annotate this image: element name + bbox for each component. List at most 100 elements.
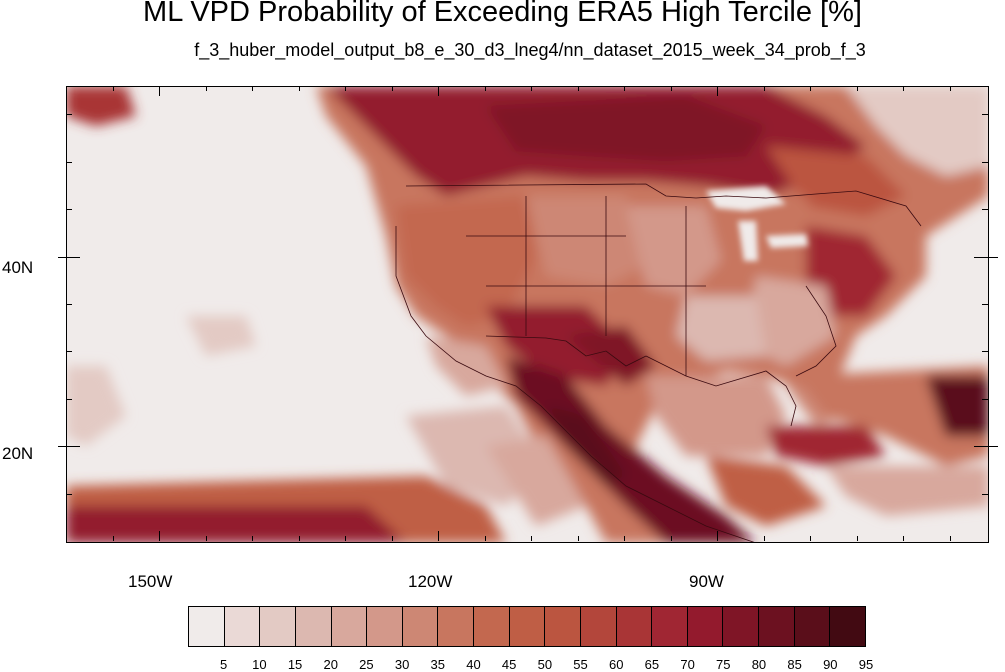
axis-tick <box>982 351 988 353</box>
probability-map <box>66 86 989 543</box>
colorbar-tick-label: 80 <box>751 657 767 672</box>
colorbar-swatch <box>794 607 831 646</box>
axis-tick <box>624 536 626 541</box>
colorbar-tick-label: 10 <box>252 657 267 672</box>
colorbar-tick-label: 55 <box>573 657 588 672</box>
colorbar-swatch <box>723 607 759 646</box>
axis-tick <box>577 86 579 91</box>
colorbar-tick-label: 70 <box>680 657 695 672</box>
axis-tick <box>112 536 114 541</box>
colorbar-swatch <box>616 607 653 646</box>
axis-tick <box>670 86 672 91</box>
borders <box>395 183 922 543</box>
axis-tick <box>391 536 393 541</box>
colorbar-swatch <box>545 607 581 646</box>
colorbar-swatch <box>687 607 724 646</box>
axis-tick <box>66 209 72 211</box>
map-subtitle: f_3_huber_model_output_b8_e_30_d3_lneg4/… <box>194 40 866 60</box>
axis-tick <box>763 536 765 541</box>
colorbar-swatch <box>652 607 688 646</box>
axis-tick <box>982 398 988 400</box>
axis-tick <box>66 114 72 116</box>
axis-tick <box>58 256 66 258</box>
axis-tick <box>982 209 988 211</box>
colorbar-tick-label: 75 <box>716 657 731 672</box>
axis-tick <box>345 86 347 91</box>
axis-tick <box>949 86 951 91</box>
colorbar-tick-label: 30 <box>394 657 410 672</box>
axis-tick <box>66 398 72 400</box>
axis-tick <box>438 531 440 541</box>
axis-tick <box>670 536 672 541</box>
colorbar-swatch <box>260 607 296 646</box>
lon-label-90w: 90W <box>689 572 724 591</box>
axis-tick <box>66 161 72 163</box>
colorbar-swatch <box>295 607 332 646</box>
colorbar-swatch <box>830 607 865 646</box>
axis-tick <box>66 446 80 448</box>
axis-tick <box>903 536 905 541</box>
colorbar-tick-label: 15 <box>287 657 303 672</box>
colorbar-swatch <box>402 607 439 646</box>
colorbar-tick-label: 65 <box>644 657 660 672</box>
axis-tick <box>624 86 626 91</box>
lon-label-120w: 120W <box>408 572 453 591</box>
axis-tick <box>810 536 812 541</box>
lat-label-20n: 20N <box>2 444 34 463</box>
axis-tick <box>982 161 988 163</box>
axis-tick <box>577 536 579 541</box>
axis-tick <box>949 536 951 541</box>
axis-tick <box>531 86 533 91</box>
axis-tick <box>717 531 719 541</box>
lat-label-40n: 40N <box>2 258 34 277</box>
axis-tick <box>66 493 72 495</box>
axis-tick <box>159 86 161 96</box>
axis-tick <box>484 86 486 91</box>
colorbar-swatch <box>580 607 617 646</box>
probability-field <box>66 86 989 543</box>
colorbar-swatch <box>509 607 546 646</box>
colorbar-tick-label: 90 <box>823 657 838 672</box>
axis-tick <box>252 536 254 541</box>
colorbar-swatch <box>367 607 403 646</box>
axis-tick <box>763 86 765 91</box>
axis-tick <box>484 536 486 541</box>
map-title: ML VPD Probability of Exceeding ERA5 Hig… <box>143 0 862 28</box>
colorbar-swatch <box>438 607 474 646</box>
axis-tick <box>717 86 719 96</box>
axis-tick <box>298 536 300 541</box>
colorbar-tick-label: 85 <box>787 657 802 672</box>
axis-tick <box>982 114 988 116</box>
axis-tick <box>856 86 858 91</box>
colorbar-swatch <box>224 607 261 646</box>
colorbar-tick-label: 25 <box>359 657 374 672</box>
colorbar-tick-label: 20 <box>323 657 338 672</box>
axis-tick <box>856 536 858 541</box>
axis-tick <box>205 86 207 91</box>
colorbar-tick-label: 50 <box>537 657 553 672</box>
axis-tick <box>298 86 300 91</box>
colorbar-tick-label: 5 <box>220 657 228 672</box>
colorbar-swatch <box>189 607 225 646</box>
axis-tick <box>112 86 114 91</box>
lakes <box>706 186 808 261</box>
axis-tick <box>438 86 440 96</box>
axis-tick <box>66 304 72 306</box>
colorbar-tick-label: 60 <box>608 657 624 672</box>
axis-tick <box>982 304 988 306</box>
colorbar-tick-label: 95 <box>858 657 874 672</box>
lon-label-150w: 150W <box>128 572 173 591</box>
axis-tick <box>66 351 72 353</box>
axis-tick <box>531 536 533 541</box>
axis-tick <box>252 86 254 91</box>
colorbar-tick-label: 35 <box>430 657 446 672</box>
axis-tick <box>988 256 998 258</box>
axis-tick <box>66 256 80 258</box>
colorbar-swatch <box>759 607 795 646</box>
axis-tick <box>974 256 988 258</box>
axis-tick <box>982 493 988 495</box>
axis-tick <box>988 446 998 448</box>
axis-tick <box>159 531 161 541</box>
axis-tick <box>345 536 347 541</box>
axis-tick <box>974 446 988 448</box>
